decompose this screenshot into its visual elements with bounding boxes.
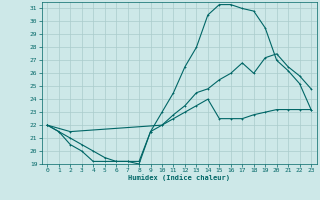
X-axis label: Humidex (Indice chaleur): Humidex (Indice chaleur) <box>128 175 230 181</box>
